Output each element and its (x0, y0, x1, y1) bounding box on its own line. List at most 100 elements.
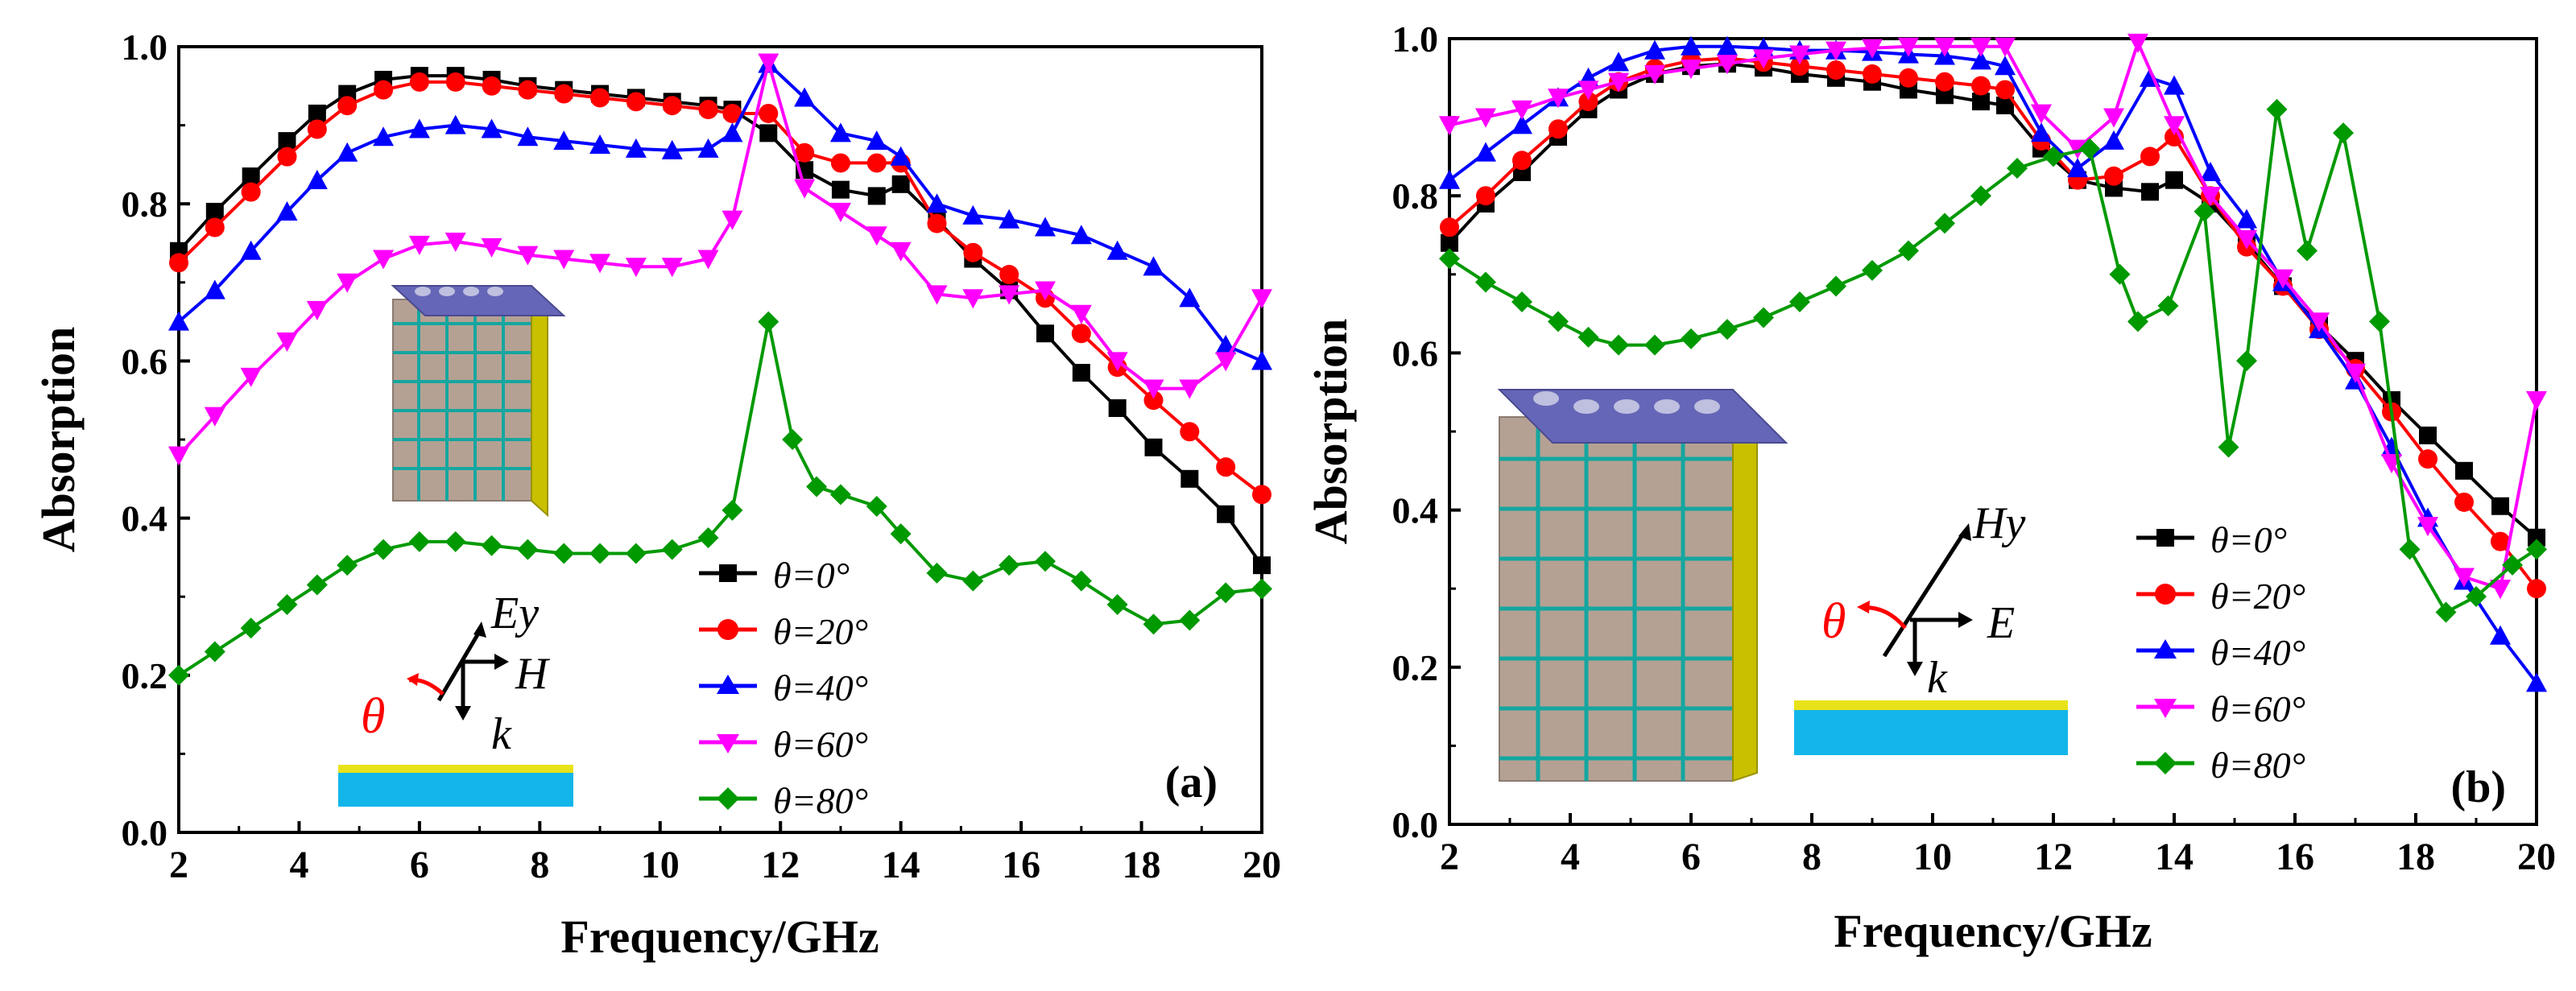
series-3-point (1608, 72, 1629, 93)
y-tick-label: 0.2 (1392, 647, 1439, 688)
series-3-point (2417, 517, 2438, 537)
series-2-point (1035, 217, 1056, 237)
legend-marker-triangle-down-icon (717, 734, 739, 754)
series-4-point (962, 570, 984, 592)
series-2-point (1179, 287, 1201, 308)
series-2-point (1475, 142, 1496, 162)
series-4-point (625, 543, 647, 564)
legend-entry-1: θ=20° (2210, 576, 2305, 617)
series-2-point (2200, 161, 2221, 181)
series-3-point (553, 250, 575, 270)
series-2-line (1448, 44, 2538, 684)
series-0-point (2419, 426, 2437, 444)
y-tick-label: 0.0 (122, 812, 168, 853)
series-4-point (2079, 138, 2100, 159)
series-0-point (1072, 364, 1090, 382)
series-3-point (1644, 64, 1665, 85)
series-2-point (2236, 209, 2257, 229)
series-1-point (337, 96, 358, 116)
panel-a-y-axis-label: Absorption (32, 327, 85, 552)
series-1-point (698, 100, 718, 120)
series-4-point (2435, 601, 2457, 623)
series-2-point (1251, 350, 1272, 370)
legend-entry-3: θ=60° (773, 724, 868, 765)
series-1-point (374, 80, 394, 100)
series-4-point (408, 531, 430, 552)
series-2-point (589, 134, 611, 155)
series-3-point (1548, 89, 1569, 109)
series-3-point (926, 285, 948, 305)
e-field-arrow-icon (1958, 612, 1973, 628)
series-3-point (2200, 187, 2221, 207)
y-tick-label: 0.0 (1392, 804, 1439, 845)
series-4-point (1035, 551, 1056, 572)
series-2-point (1970, 50, 1991, 70)
series-2-point (866, 130, 887, 151)
h-field-arrow-icon (494, 654, 509, 670)
series-4-point (2399, 539, 2421, 560)
series-1-point (1971, 76, 1991, 96)
legend-entry-2: θ=40° (2210, 632, 2305, 673)
series-1-point (626, 92, 646, 112)
series-0-point (205, 202, 224, 221)
y-tick-label: 0.2 (122, 655, 168, 696)
series-3-point (1070, 304, 1092, 324)
y-tick-label: 0.4 (1392, 490, 1439, 531)
series-0-point (1972, 93, 1990, 111)
panel-a-ticks: 2 4 6 8 10 12 14 16 18 20 0.0 0.2 0.4 0.6 0.8 1.0 (122, 27, 1282, 886)
panel-b-y-axis-label: Absorption (1305, 319, 1357, 544)
series-2-point (168, 311, 189, 331)
series-1-point (1935, 72, 1954, 92)
series-3-point (2272, 269, 2293, 289)
series-3-point (1035, 281, 1056, 301)
series-2-line (177, 62, 1263, 363)
series-1-point (1826, 60, 1846, 81)
series-1-point (205, 217, 225, 237)
series-3-point (999, 285, 1020, 305)
series-0-point (759, 124, 778, 142)
series-4-point (337, 555, 358, 576)
series-3-point (2164, 116, 2185, 136)
series-4-point (661, 539, 683, 560)
series-1-point (2491, 531, 2510, 551)
series-2-point (661, 139, 683, 159)
legend-marker-diamond-icon (717, 787, 739, 810)
x-tick-label: 18 (2396, 836, 2435, 878)
series-3-point (1898, 37, 1919, 57)
series-3-point (794, 179, 816, 199)
series-3-point (2490, 580, 2511, 600)
panel-a-e-label: Ey (490, 588, 539, 638)
series-1-point (2418, 449, 2437, 469)
series-2-point (1070, 225, 1092, 245)
y-tick-label: 1.0 (1392, 19, 1439, 60)
series-2-point (2067, 158, 2088, 178)
series-1-point (409, 72, 429, 92)
series-1-point (1180, 422, 1200, 442)
series-3-point (168, 446, 189, 466)
series-3-point (373, 250, 395, 270)
series-1-point (1252, 485, 1271, 505)
series-2-point (1608, 52, 1629, 72)
x-tick-label: 4 (289, 844, 308, 886)
series-4-point (1070, 570, 1092, 592)
series-2-point (999, 209, 1020, 229)
series-2-point (697, 138, 719, 158)
series-3-point (444, 232, 466, 253)
series-0-line (177, 74, 1263, 567)
legend-entry-3: θ=60° (2210, 688, 2305, 729)
series-4-point (1179, 609, 1201, 631)
series-4-point (2218, 436, 2239, 458)
series-3-point (1681, 60, 1701, 80)
x-tick-label: 14 (2155, 836, 2194, 878)
series-4-point (2157, 295, 2179, 316)
k-vector-arrow-icon (1907, 662, 1923, 676)
x-tick-label: 16 (2276, 836, 2314, 878)
series-1-point (2527, 579, 2546, 599)
y-tick-label: 0.6 (122, 341, 168, 382)
series-3-point (2103, 108, 2124, 128)
panel-a-k-label: k (491, 709, 512, 759)
series-0-point (1936, 86, 1954, 105)
series-3-point (337, 273, 358, 293)
series-2-point (890, 146, 912, 166)
series-4-point (1681, 328, 1701, 349)
